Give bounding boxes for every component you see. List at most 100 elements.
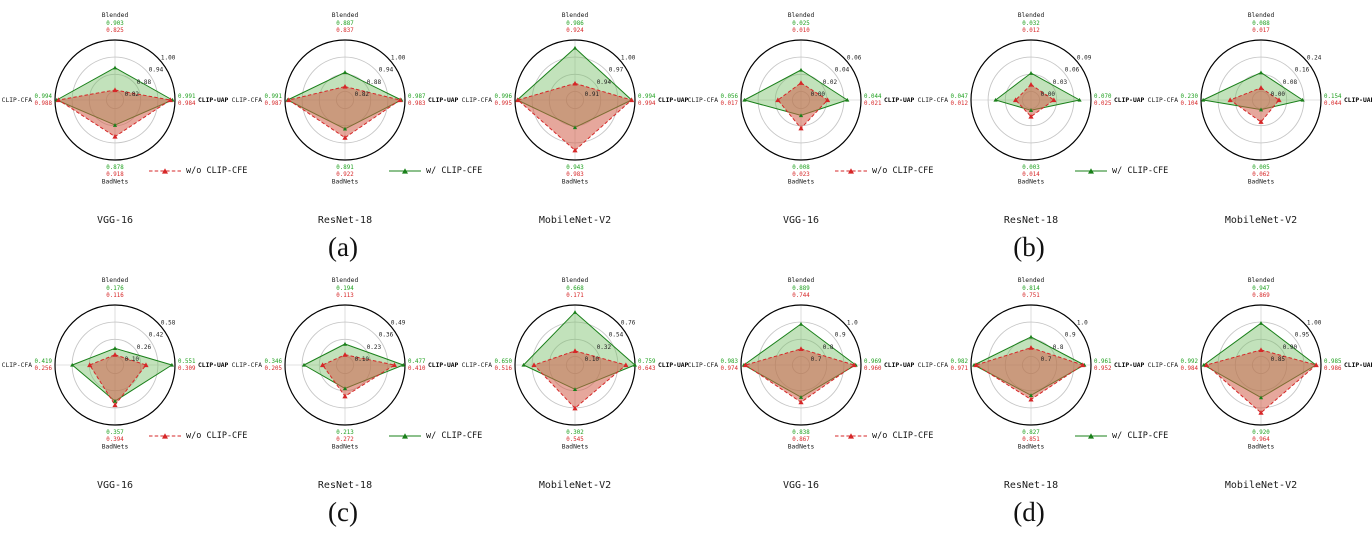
value-with-blended: 0.986 [566, 21, 584, 27]
value-with-clip-uap: 0.961 [1094, 359, 1112, 365]
value-without-blended: 0.751 [1022, 293, 1040, 299]
axis-label-clip-uap: CLIP-UAP [1344, 97, 1372, 104]
marker-without-clip-cfe [824, 97, 831, 103]
model-name: VGG-16 [96, 215, 134, 226]
outer-ring [54, 39, 176, 161]
marker-with-clip-cfe [112, 65, 118, 70]
marker-without-clip-cfe [851, 362, 857, 368]
value-without-clip-uap: 0.044 [1324, 101, 1342, 107]
value-without-clip-uap: 0.983 [408, 101, 426, 107]
legend-without-label: w/o CLIP-CFE [186, 431, 248, 441]
axis-label-clip-cfa: CLIP-CFA [462, 97, 493, 104]
value-without-clip-uap: 0.025 [1094, 101, 1112, 107]
radial-tick-label: 0.10 [355, 356, 370, 363]
axis-label-clip-uap: CLIP-UAP [428, 97, 459, 104]
value-with-badnets: 0.357 [106, 430, 124, 436]
value-without-clip-uap: 0.960 [864, 366, 882, 372]
marker-with-clip-cfe [632, 362, 638, 367]
value-without-badnets: 0.272 [336, 437, 353, 443]
value-without-clip-cfa: 0.205 [265, 366, 283, 372]
model-name: VGG-16 [782, 215, 820, 226]
charts-row: 0.00 0.02 0.04 0.06 Blended 0.025 0.010 0.008 0.… [686, 6, 1372, 230]
axis-label-blended: Blended [102, 277, 129, 284]
value-with-badnets: 0.005 [1252, 165, 1270, 171]
value-without-clip-cfa: 0.516 [495, 366, 513, 372]
value-without-badnets: 0.394 [106, 437, 124, 443]
marker-without-clip-cfe [1080, 362, 1086, 368]
marker-without-clip-cfe [1258, 85, 1264, 90]
value-without-clip-cfa: 0.995 [495, 101, 513, 107]
legend-marker-with [402, 168, 408, 174]
radial-tick-label: 0.54 [609, 332, 624, 339]
marker-without-clip-cfe [112, 352, 118, 357]
model-name: ResNet-18 [317, 215, 373, 226]
marker-without-clip-cfe [1051, 97, 1057, 103]
marker-without-clip-cfe [112, 87, 118, 93]
radial-tick-label: 1.00 [1307, 320, 1322, 327]
axis-label-blended: Blended [1248, 277, 1275, 284]
value-without-clip-cfa: 0.974 [721, 366, 739, 372]
model-name: VGG-16 [96, 480, 134, 491]
value-without-blended: 0.113 [336, 293, 354, 299]
value-with-clip-uap: 0.994 [638, 94, 656, 100]
axis-label-clip-uap: CLIP-UAP [1114, 97, 1145, 104]
marker-without-clip-cfe [319, 362, 326, 368]
value-with-blended: 0.194 [336, 286, 354, 292]
radial-tick-label: 0.00 [811, 91, 826, 98]
value-with-badnets: 0.213 [336, 430, 354, 436]
marker-with-clip-cfe [1258, 70, 1264, 75]
panel-a: 0.82 0.88 0.94 1.00 Blended 0.903 0.825 0.878 0.… [0, 6, 689, 263]
marker-without-clip-cfe [572, 80, 578, 86]
radial-tick-label: 0.04 [835, 67, 850, 74]
legend-with-clip-cfe: w/ CLIP-CFE [388, 431, 482, 441]
radial-tick-label: 0.7 [1041, 356, 1052, 363]
legend-with-label: w/ CLIP-CFE [426, 431, 483, 441]
value-with-clip-cfa: 0.056 [721, 94, 739, 100]
value-without-blended: 0.017 [1252, 28, 1270, 34]
marker-with-clip-cfe [70, 362, 75, 367]
series-polygon-without-clip-cfe [288, 86, 401, 139]
radial-tick-label: 0.82 [125, 91, 140, 98]
axis-label-badnets: BadNets [332, 444, 359, 451]
radial-tick-label: 0.8 [1053, 344, 1064, 351]
value-with-badnets: 0.827 [1022, 430, 1040, 436]
marker-without-clip-cfe [973, 362, 979, 368]
marker-without-clip-cfe [342, 393, 348, 399]
marker-with-clip-cfe [342, 341, 348, 346]
series-polygon-without-clip-cfe [89, 354, 147, 406]
value-without-blended: 0.010 [792, 28, 810, 34]
value-with-clip-cfa: 0.230 [1181, 94, 1199, 100]
value-with-clip-uap: 0.551 [178, 359, 196, 365]
radial-tick-label: 0.7 [811, 356, 822, 363]
legend-without-clip-cfe: w/o CLIP-CFE [148, 166, 247, 176]
outer-ring [514, 39, 636, 161]
axis-label-clip-cfa: CLIP-CFA [1148, 97, 1179, 104]
value-with-clip-uap: 0.991 [178, 94, 196, 100]
marker-with-clip-cfe [1201, 97, 1206, 102]
value-without-badnets: 0.964 [1252, 437, 1270, 443]
panel-c: 0.10 0.26 0.42 0.58 Blended 0.176 0.116 0.357 0.… [0, 271, 689, 528]
outer-ring [740, 304, 862, 426]
marker-with-clip-cfe [572, 45, 578, 50]
value-without-badnets: 0.867 [792, 437, 810, 443]
legend-with-label: w/ CLIP-CFE [1112, 166, 1169, 176]
outer-ring [740, 39, 862, 161]
outer-ring [1200, 39, 1322, 161]
marker-without-clip-cfe [1028, 113, 1034, 119]
value-with-blended: 0.176 [106, 286, 124, 292]
model-name: MobileNet-V2 [538, 215, 612, 226]
value-with-clip-uap: 0.044 [864, 94, 882, 100]
grid-ring [1217, 56, 1305, 144]
value-with-blended: 0.025 [792, 21, 810, 27]
value-with-clip-uap: 0.985 [1324, 359, 1342, 365]
radial-tick-label: 0.88 [137, 79, 152, 86]
axis-label-clip-cfa: CLIP-CFA [2, 362, 33, 369]
value-without-clip-cfa: 0.988 [35, 101, 53, 107]
radial-tick-label: 0.90 [1283, 344, 1298, 351]
marker-without-clip-cfe [572, 147, 578, 153]
legend-with-clip-cfe: w/ CLIP-CFE [388, 166, 482, 176]
axis-label-blended: Blended [332, 277, 359, 284]
series-polygon-without-clip-cfe [57, 89, 171, 138]
radial-tick-label: 1.00 [161, 55, 176, 62]
